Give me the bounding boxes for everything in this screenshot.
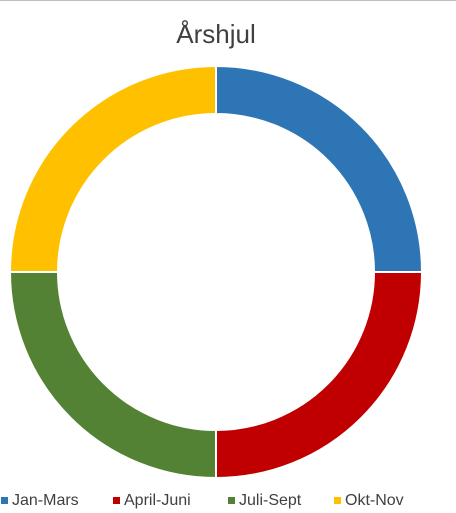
donut-segment (8, 64, 217, 273)
legend-label: Jan-Mars (12, 492, 79, 509)
legend-label: Juli-Sept (239, 492, 302, 509)
legend-swatch (113, 497, 120, 504)
legend-label: April-Juni (124, 492, 191, 509)
legend-swatch (334, 497, 341, 504)
legend-swatch (1, 497, 8, 504)
legend-swatch (228, 497, 235, 504)
chart-title: Årshjul (176, 19, 255, 49)
legend-label: Okt-Nov (345, 492, 404, 509)
